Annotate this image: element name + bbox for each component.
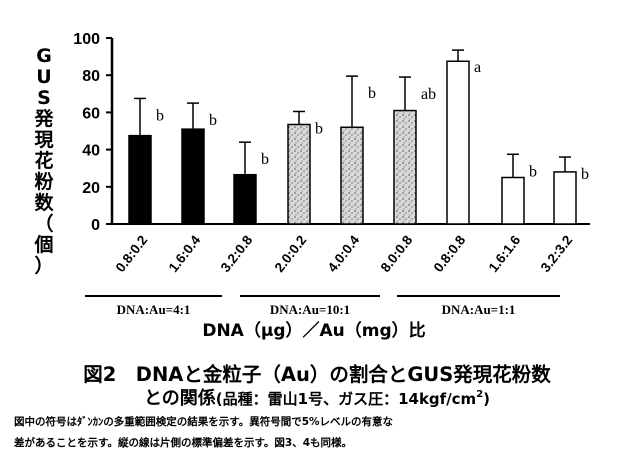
gus-bar-chart: 0 20 40 60 80 100 b 0.8:0.2 b 1.6:0.4 b 3.2:0.8 b 2.0… (73, 31, 590, 341)
y-tick-label: 40 (82, 143, 100, 160)
caption-line2-end: ) (483, 390, 491, 408)
x-tick-label: 8.0:0.8 (378, 232, 416, 275)
x-tick-label: 0.8:0.2 (113, 233, 151, 275)
bar (393, 109, 417, 225)
y-tick-label: 100 (73, 31, 100, 48)
significance-label: b (156, 107, 164, 124)
group-label: DNA:Au=1:1 (442, 302, 516, 317)
significance-label: b (581, 166, 589, 183)
y-tick-label: 60 (82, 105, 100, 122)
y-axis-label-char: 発 (34, 108, 54, 130)
significance-label: b (315, 120, 323, 137)
bar (287, 123, 311, 225)
bar (446, 60, 470, 225)
significance-label: ab (421, 86, 436, 103)
x-tick-label: 1.6:0.4 (166, 232, 204, 275)
footnote-line1: 図中の符号はﾀﾞﾝｶﾝの多重範囲検定の結果を示す。異符号間で5%レベルの有意な (14, 416, 394, 428)
y-axis-label-char: 現 (34, 129, 54, 151)
caption-line2-sub: (品種：雷山1号、ガス圧：14kgf/cm (215, 390, 477, 408)
group-label: DNA:Au=4:1 (117, 302, 191, 317)
footnote-line2: 差があることを示す。縦の線は片側の標準偏差を示す。図3、4も同様。 (14, 437, 353, 449)
y-axis-label-char: 個 (34, 234, 54, 256)
x-tick-label: 4.0:0.4 (325, 232, 363, 275)
y-axis-label-char: （ (34, 213, 54, 235)
x-tick-label: 3.2:3.2 (538, 233, 576, 275)
caption-line2-main: との関係 (143, 388, 216, 409)
y-tick-label: 0 (91, 217, 100, 234)
bar (553, 171, 577, 225)
x-tick-label: 0.8:0.8 (431, 232, 469, 275)
y-axis-label-char: U (36, 66, 52, 88)
bar (181, 128, 205, 225)
y-axis-label-char: 数 (34, 192, 54, 214)
x-axis-label: DNA（μg）／Au（mg）比 (202, 320, 425, 341)
significance-label: b (368, 85, 376, 102)
significance-label: b (529, 163, 537, 180)
y-axis-label-char: G (36, 45, 52, 67)
figure-caption-line1: 図2 DNAと金粒子（Au）の割合とGUS発現花粉数 (83, 363, 551, 386)
significance-label: b (209, 112, 217, 129)
bar (233, 173, 257, 225)
x-tick-label: 1.6:1.6 (486, 232, 524, 275)
bar (340, 126, 364, 225)
y-axis-label-char: 粉 (34, 171, 54, 193)
y-axis-label-char: S (37, 87, 51, 109)
caption-line2-sup: 2 (476, 389, 484, 400)
figure-caption-line2: との関係(品種：雷山1号、ガス圧：14kgf/cm2) (0, 384, 634, 410)
y-axis-label-char: ） (34, 255, 54, 277)
y-tick-label: 80 (82, 68, 100, 85)
y-axis-label-char: 花 (34, 150, 54, 172)
bar (128, 134, 152, 225)
x-tick-label: 3.2:0.8 (218, 232, 256, 275)
y-tick-label: 20 (82, 180, 100, 197)
plot-area: 0 20 40 60 80 100 b 0.8:0.2 b 1.6:0.4 b 3.2:0.8 b 2.0… (73, 31, 590, 341)
group-label: DNA:Au=10:1 (270, 302, 350, 317)
significance-label: b (261, 151, 269, 168)
y-axis-label: G U S 発現花粉数（個） (30, 46, 58, 277)
bar (501, 176, 525, 225)
x-tick-label: 2.0:0.2 (272, 233, 310, 275)
significance-label: a (474, 59, 481, 76)
